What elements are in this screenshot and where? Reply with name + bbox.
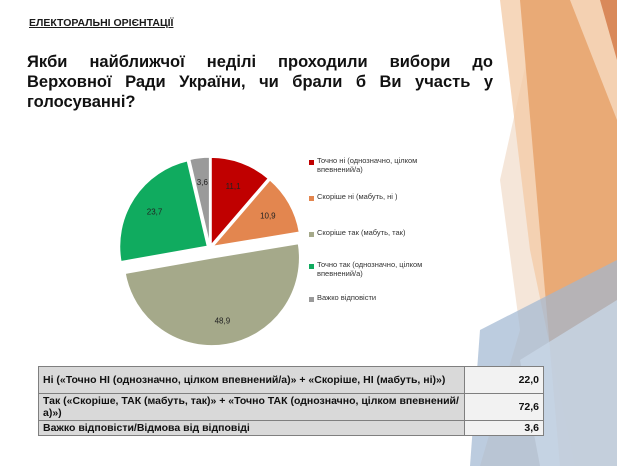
pie-slice	[124, 242, 301, 347]
pie-slice	[210, 156, 270, 248]
legend-swatch	[309, 160, 314, 165]
legend-swatch	[309, 196, 314, 201]
summary-table: Ні («Точно НІ (однозначно, цілком впевне…	[37, 366, 544, 436]
summary-row-undecided: Важко відповісти/Відмова від відповіді 3…	[37, 420, 544, 436]
summary-row-value: 3,6	[464, 420, 544, 436]
legend-label: Важко відповісти	[317, 293, 377, 302]
legend-swatch	[309, 232, 314, 237]
pie-slice	[188, 156, 211, 246]
summary-row-label: Важко відповісти/Відмова від відповіді	[37, 420, 466, 436]
summary-row-label: Ні («Точно НІ (однозначно, цілком впевне…	[37, 366, 466, 394]
pie-slice	[210, 178, 301, 248]
legend-label: Скоріше ні (мабуть, ні )	[317, 192, 398, 201]
legend-swatch	[309, 297, 314, 302]
pie-slice-value-label: 48,9	[215, 316, 231, 325]
pie-slice-value-label: 23,7	[147, 208, 163, 217]
pie-slice-value-label: 3,6	[197, 178, 209, 187]
legend-label: Скоріше так (мабуть, так)	[317, 228, 406, 237]
pie-slice-value-label: 11,1	[226, 182, 242, 191]
summary-row-value: 22,0	[464, 366, 544, 394]
summary-row-no: Ні («Точно НІ (однозначно, цілком впевне…	[37, 366, 544, 394]
legend-label: Точно так (однозначно, цілком впевнений/…	[317, 260, 423, 278]
section-label: ЕЛЕКТОРАЛЬНІ ОРІЄНТАЦІЇ	[29, 17, 174, 29]
survey-question: Якби найближчої неділі проходили вибори …	[27, 53, 493, 111]
pie-chart: 11,1 10,9 48,9 23,7 3,6	[118, 156, 301, 347]
summary-row-value: 72,6	[464, 393, 544, 421]
pie-slice-value-label: 10,9	[260, 211, 276, 220]
legend-swatch	[309, 264, 314, 269]
summary-row-yes: Так («Скоріше, ТАК (мабуть, так)» + «Точ…	[37, 393, 544, 421]
legend-label: Точно ні (однозначно, цілком впевнений/а…	[317, 156, 418, 174]
summary-row-label: Так («Скоріше, ТАК (мабуть, так)» + «Точ…	[37, 393, 466, 421]
pie-slice	[118, 159, 209, 263]
